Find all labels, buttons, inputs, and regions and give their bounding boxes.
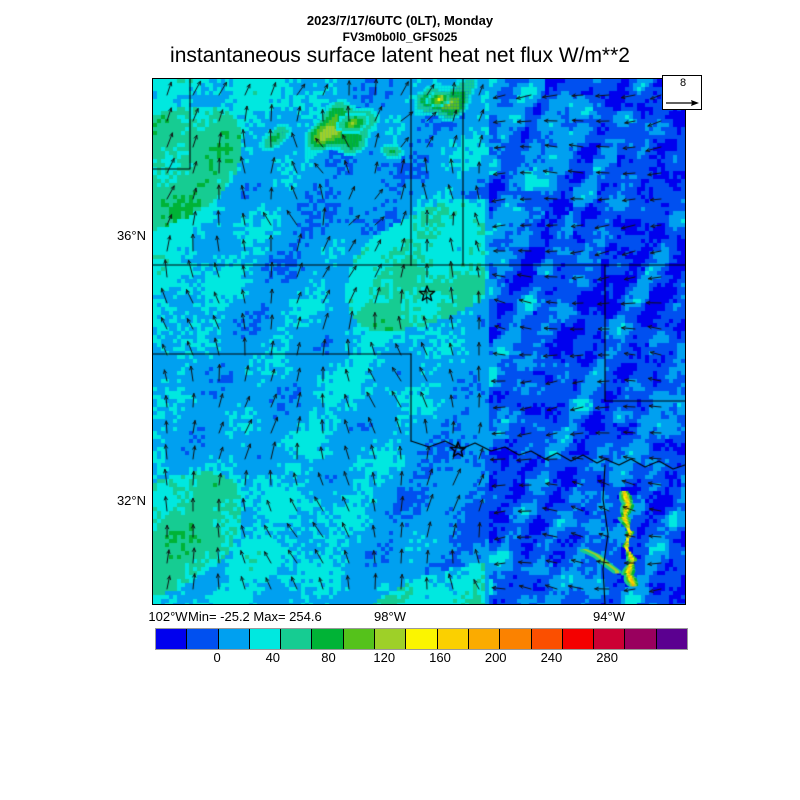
colorbar-swatch [312, 629, 344, 649]
colorbar-tick: 80 [321, 650, 336, 665]
colorbar-swatch [187, 629, 219, 649]
colorbar-swatch [562, 629, 595, 649]
colorbar-tick: 160 [429, 650, 451, 665]
page-title: instantaneous surface latent heat net fl… [170, 44, 630, 67]
colorbar-swatch [375, 629, 407, 649]
colorbar-tick: 0 [213, 650, 221, 665]
colorbar-swatch [281, 629, 313, 649]
lat-label-32n: 32°N [116, 493, 146, 508]
title-model-id: FV3m0b0l0_GFS025 [342, 30, 458, 44]
lon-label-94w: 94°W [593, 609, 625, 624]
colorbar-swatch [437, 629, 469, 649]
colorbar-tick: 200 [484, 650, 507, 665]
lon-label-102w: 102°W [148, 609, 188, 624]
colorbar-swatch [406, 629, 438, 649]
lon-label-98w: 98°W [374, 609, 406, 624]
colorbar-tick-labels: 0 40 80 120 160 200 240 280 [155, 650, 688, 668]
colorbar-swatch [468, 629, 501, 649]
colorbar-swatch [594, 629, 626, 649]
right-arrow-icon [666, 100, 699, 106]
colorbar-tick: 120 [373, 650, 396, 665]
map-plot-area[interactable] [152, 78, 686, 605]
reference-vector-label: 8 [679, 77, 687, 89]
colorbar-swatch [531, 629, 563, 649]
colorbar-tick: 240 [540, 650, 563, 665]
colorbar-swatch [156, 629, 188, 649]
colorbar-swatch [249, 629, 282, 649]
reference-vector-legend: 8 [662, 75, 702, 110]
colorbar-swatch [500, 629, 532, 649]
map-field-canvas [153, 79, 685, 604]
colorbar-tick: 280 [596, 650, 618, 665]
colorbar-swatch [656, 629, 688, 649]
title-timestamp: 2023/7/17/6UTC (0LT), Monday [306, 13, 494, 28]
colorbar-tick: 40 [265, 650, 281, 665]
colorbar-swatch [343, 629, 376, 649]
stats-min-max: Min= -25.2 Max= 254.6 [188, 609, 322, 624]
colorbar-swatch [625, 629, 657, 649]
lat-label-36n: 36°N [116, 228, 146, 243]
colorbar-swatch [218, 629, 250, 649]
colorbar[interactable] [155, 628, 688, 650]
